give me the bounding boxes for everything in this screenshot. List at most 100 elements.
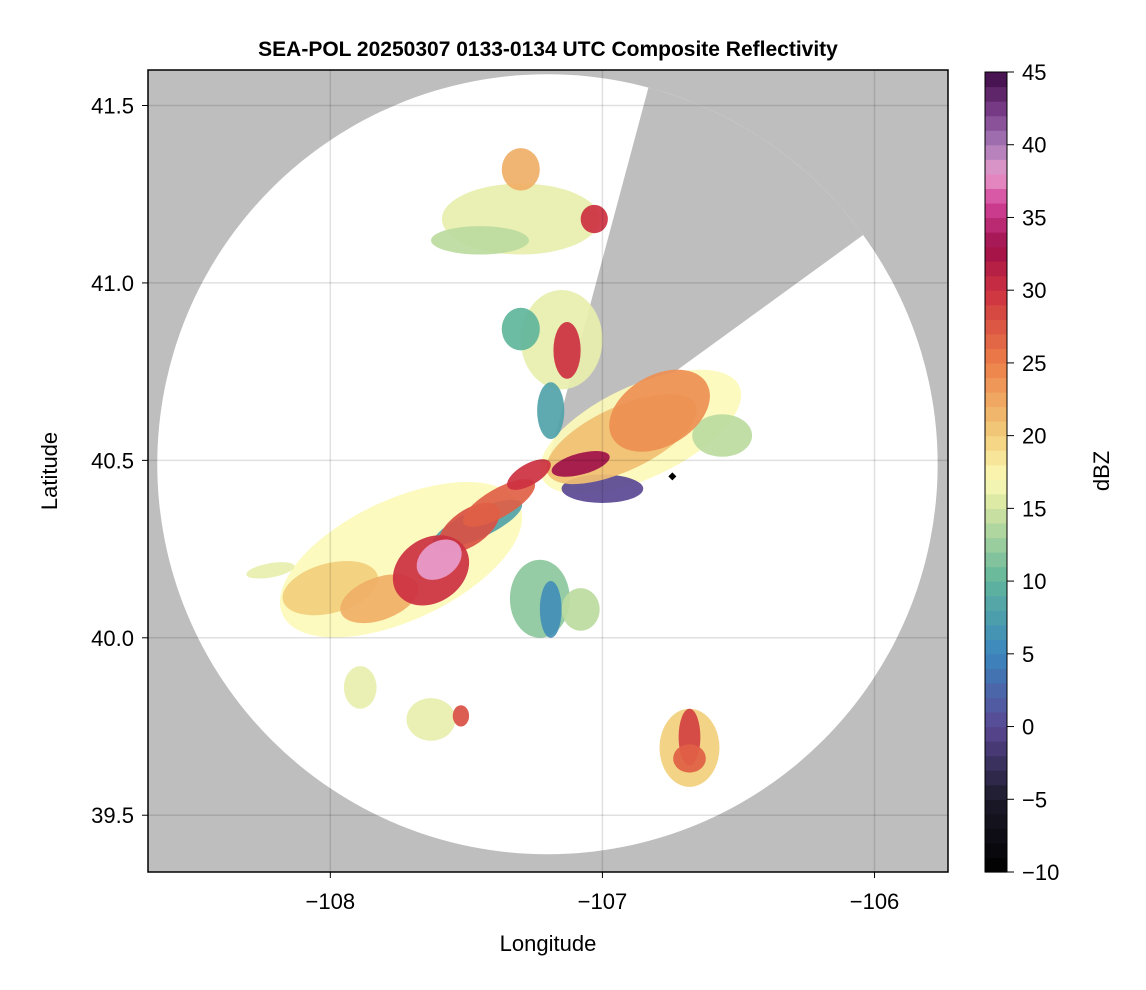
y-axis-ticks: 39.5 40.0 40.5 41.0 41.5: [91, 93, 148, 828]
colorbar-swatch: [985, 115, 1007, 131]
colorbar-swatch: [985, 130, 1007, 146]
colorbar-swatch: [985, 392, 1007, 408]
colorbar-swatch: [985, 493, 1007, 509]
colorbar-swatch: [985, 799, 1007, 815]
colorbar-label: dBZ: [1089, 451, 1114, 491]
colorbar-swatch: [985, 537, 1007, 553]
colorbar-swatch: [985, 784, 1007, 800]
colorbar-frame: [984, 71, 1008, 873]
x-tick-label: −106: [850, 889, 900, 914]
echo-cell: [507, 459, 551, 490]
colorbar-swatch: [985, 682, 1007, 699]
colorbar-swatch: [985, 362, 1007, 379]
colorbar-tick-label: 10: [1022, 569, 1046, 594]
colorbar-swatch: [985, 202, 1007, 219]
echo-cell: [343, 666, 377, 709]
colorbar-swatch: [985, 581, 1007, 597]
echo-cell: [430, 226, 529, 255]
colorbar-swatch: [985, 697, 1007, 713]
echo-cell: [452, 705, 470, 727]
radar-location-marker: [668, 472, 677, 481]
colorbar-swatch: [985, 464, 1007, 480]
colorbar-swatch: [985, 566, 1007, 582]
colorbar-tick-label: −10: [1022, 860, 1059, 885]
colorbar-swatch: [985, 348, 1007, 364]
colorbar-swatch: [985, 275, 1007, 291]
colorbar-swatch: [985, 261, 1007, 277]
echo-cell: [609, 369, 710, 452]
echo-cell: [416, 539, 462, 580]
colorbar-swatch: [985, 217, 1007, 233]
colorbar-swatch: [985, 377, 1007, 393]
y-tick-label: 40.0: [91, 626, 134, 651]
blocked-sector: [547, 87, 864, 465]
colorbar-swatch: [985, 188, 1007, 204]
colorbar-swatch: [985, 246, 1007, 262]
colorbar-tick-label: 15: [1022, 496, 1046, 521]
colorbar-swatch: [985, 552, 1007, 568]
colorbar-tick-label: 45: [1022, 60, 1046, 85]
colorbar-swatch: [985, 173, 1007, 189]
colorbar-swatch: [985, 479, 1007, 495]
echo-cell: [501, 307, 540, 351]
colorbar-swatch: [985, 755, 1007, 771]
colorbar-swatch: [985, 726, 1007, 742]
colorbar-swatch: [985, 159, 1007, 175]
colorbar-swatch: [985, 421, 1007, 437]
colorbar-swatch: [985, 610, 1007, 626]
colorbar-swatch: [985, 144, 1007, 160]
echo-cell: [246, 562, 295, 579]
reflectivity-field: [246, 148, 753, 787]
colorbar-swatch: [985, 639, 1007, 655]
echo-cell: [553, 321, 581, 379]
colorbar-swatch: [985, 828, 1007, 844]
colorbar-swatch: [985, 595, 1007, 611]
colorbar-tick-label: −5: [1022, 787, 1047, 812]
colorbar-swatch: [985, 232, 1007, 248]
echo-cell: [539, 581, 562, 638]
echo-cell: [692, 414, 753, 457]
colorbar: −10 −5 0 5 10 15 20 25 30 35 40 45: [984, 60, 1059, 885]
colorbar-swatch: [985, 712, 1007, 728]
x-tick-label: −108: [306, 889, 356, 914]
echo-cell: [580, 204, 608, 234]
plot-frame: [147, 69, 949, 873]
echo-cell: [561, 588, 600, 631]
y-tick-label: 39.5: [91, 803, 134, 828]
colorbar-swatch: [985, 333, 1007, 349]
colorbar-swatch: [985, 508, 1007, 524]
colorbar-swatch: [985, 741, 1007, 757]
y-tick-label: 41.5: [91, 93, 134, 118]
colorbar-swatch: [985, 624, 1007, 640]
colorbar-tick-label: 20: [1022, 424, 1046, 449]
colorbar-swatch: [985, 450, 1007, 466]
colorbar-swatch: [985, 857, 1007, 873]
x-axis-ticks: −108 −107 −106: [306, 872, 900, 914]
colorbar-swatch: [985, 842, 1007, 859]
colorbar-tick-label: 25: [1022, 351, 1046, 376]
y-tick-label: 40.5: [91, 448, 134, 473]
grid-lines: [148, 70, 948, 872]
radar-marker: [668, 472, 677, 481]
chart-title: SEA-POL 20250307 0133-0134 UTC Composite…: [258, 38, 838, 61]
y-axis-label: Latitude: [37, 432, 62, 510]
colorbar-tick-label: 35: [1022, 205, 1046, 230]
colorbar-swatch: [985, 290, 1007, 306]
colorbar-swatch: [985, 653, 1007, 669]
echo-cell: [673, 744, 706, 773]
colorbar-tick-label: 5: [1022, 642, 1034, 667]
colorbar-swatch: [985, 770, 1007, 786]
colorbar-swatch: [985, 319, 1007, 335]
x-tick-label: −107: [578, 889, 628, 914]
colorbar-tick-label: 30: [1022, 278, 1046, 303]
echo-cell: [551, 451, 610, 477]
y-tick-label: 41.0: [91, 271, 134, 296]
x-axis-label: Longitude: [500, 931, 597, 956]
colorbar-swatch: [985, 522, 1007, 539]
colorbar-swatch: [985, 435, 1007, 451]
colorbar-swatch: [985, 813, 1007, 829]
colorbar-swatch: [985, 304, 1007, 320]
echo-cell: [537, 382, 565, 440]
echo-cell: [462, 479, 536, 527]
